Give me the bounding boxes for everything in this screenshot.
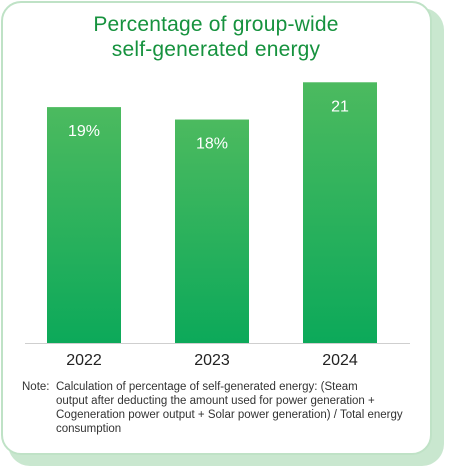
bar-2024 bbox=[303, 82, 377, 343]
x-tick-label-2023: 2023 bbox=[194, 352, 230, 369]
bar-2023 bbox=[175, 119, 249, 343]
note-line-4: consumption bbox=[56, 423, 122, 435]
data-label-2022: 19% bbox=[68, 123, 100, 140]
x-tick-label-2024: 2024 bbox=[322, 352, 358, 369]
note-line-2: output after deducting the amount used f… bbox=[56, 395, 375, 407]
note-label: Note: bbox=[22, 381, 50, 393]
note-text: Calculation of percentage of self-genera… bbox=[56, 380, 422, 436]
chart-title-line-1: Percentage of group-wide bbox=[93, 13, 339, 36]
data-label-2023: 18% bbox=[196, 136, 228, 153]
bar-2022 bbox=[47, 107, 121, 343]
chart-title-line-2: self-generated energy bbox=[111, 38, 321, 61]
note-line-3: Cogeneration power output + Solar power … bbox=[56, 409, 403, 421]
x-tick-label-2022: 2022 bbox=[66, 352, 102, 369]
chart-title: Percentage of group-wide self-generated … bbox=[0, 12, 432, 62]
note-line-1: Calculation of percentage of self-genera… bbox=[56, 381, 358, 393]
data-label-2024: 21 bbox=[331, 98, 349, 115]
